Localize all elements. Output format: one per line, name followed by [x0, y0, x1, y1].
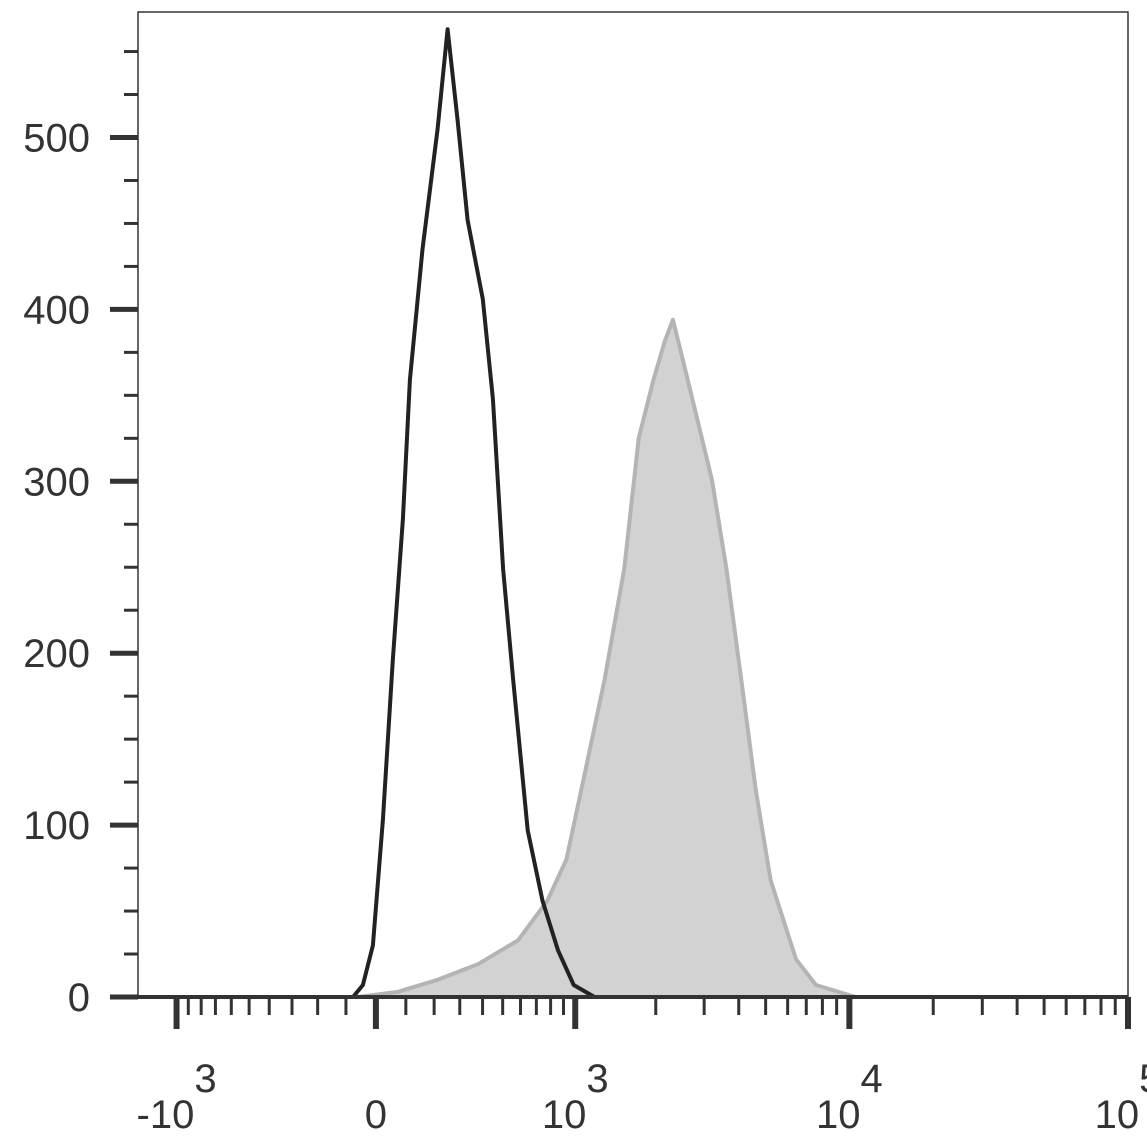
histogram-line — [357, 317, 857, 999]
x-tick-label: 104 — [816, 1057, 883, 1137]
x-tick-label: 0 — [365, 1093, 387, 1137]
y-tick-label: 400 — [23, 288, 90, 332]
y-tick-label: 0 — [68, 976, 90, 1020]
histogram-area — [357, 319, 856, 997]
y-tick-label: 300 — [23, 460, 90, 504]
x-tick-base: 10 — [816, 1093, 861, 1137]
x-tick-base: 0 — [365, 1093, 387, 1137]
x-tick-base: 10 — [542, 1093, 587, 1137]
y-tick-label: 100 — [23, 804, 90, 848]
x-tick-label: 105 — [1095, 1057, 1147, 1137]
histogram-line — [351, 27, 596, 999]
y-tick-label: 200 — [23, 632, 90, 676]
x-tick-exponent: 3 — [586, 1057, 608, 1101]
x-tick-label: 103 — [542, 1057, 609, 1137]
x-tick-exponent: 3 — [194, 1057, 216, 1101]
x-tick-exponent: 5 — [1139, 1057, 1147, 1101]
x-tick-exponent: 4 — [861, 1057, 883, 1101]
y-tick-label: 500 — [23, 116, 90, 160]
x-tick-label: -103 — [137, 1057, 217, 1137]
x-tick-base: -10 — [137, 1093, 195, 1137]
x-tick-base: 10 — [1095, 1093, 1140, 1137]
